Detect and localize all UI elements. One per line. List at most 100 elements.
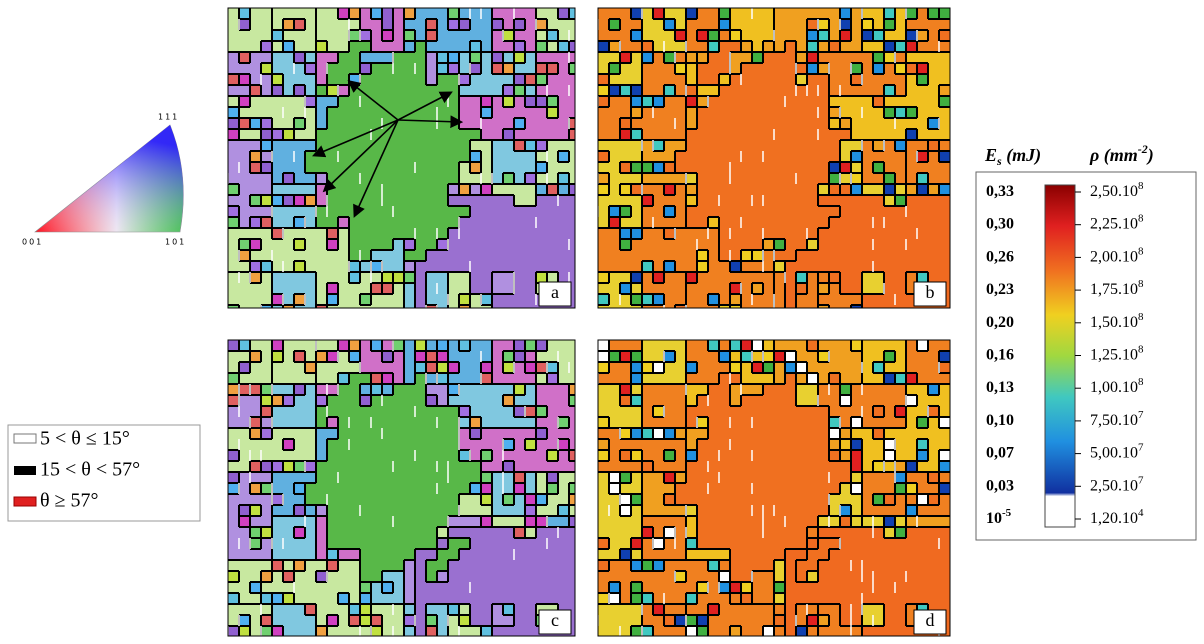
map-cell xyxy=(536,41,547,52)
map-cell xyxy=(686,118,697,129)
map-cell xyxy=(774,239,785,250)
map-cell xyxy=(620,173,631,184)
map-cell xyxy=(653,250,664,261)
map-cell xyxy=(481,151,492,162)
map-cell xyxy=(829,151,840,162)
map-cell xyxy=(349,228,360,239)
map-cell xyxy=(536,8,547,19)
map-cell xyxy=(239,340,250,351)
map-cell xyxy=(426,19,437,30)
map-cell xyxy=(239,118,250,129)
map-cell xyxy=(774,118,785,129)
map-cell xyxy=(569,351,575,362)
map-cell xyxy=(272,527,283,538)
map-cell xyxy=(261,250,272,261)
map-cell xyxy=(272,373,283,384)
map-cell xyxy=(327,96,338,107)
map-cell xyxy=(536,472,547,483)
map-cell xyxy=(426,560,437,571)
map-cell xyxy=(470,8,481,19)
map-cell xyxy=(404,228,415,239)
map-cell xyxy=(620,162,631,173)
map-cell xyxy=(752,41,763,52)
map-cell xyxy=(426,527,437,538)
map-cell xyxy=(895,228,906,239)
map-cell xyxy=(928,41,939,52)
map-cell xyxy=(503,505,514,516)
map-cell xyxy=(536,30,547,41)
map-cell xyxy=(338,483,349,494)
map-cell xyxy=(697,195,708,206)
map-cell xyxy=(653,261,664,272)
map-cell xyxy=(906,41,917,52)
map-cell xyxy=(642,41,653,52)
map-cell xyxy=(697,85,708,96)
map-cell xyxy=(536,395,547,406)
map-cell xyxy=(470,162,481,173)
map-cell xyxy=(437,450,448,461)
map-cell xyxy=(404,373,415,384)
map-cell xyxy=(371,571,382,582)
map-cell xyxy=(697,283,708,294)
map-cell xyxy=(829,129,840,140)
map-cell xyxy=(239,351,250,362)
map-cell xyxy=(492,294,503,305)
map-cell xyxy=(492,351,503,362)
map-cell xyxy=(470,96,481,107)
map-cell xyxy=(283,582,294,593)
map-cell xyxy=(338,516,349,527)
map-cell xyxy=(514,294,525,305)
map-cell xyxy=(250,615,261,626)
map-cell xyxy=(829,217,840,228)
map-cell xyxy=(763,239,774,250)
map-cell xyxy=(239,129,250,140)
map-cell xyxy=(250,63,261,74)
map-cell xyxy=(316,604,327,615)
map-cell xyxy=(338,494,349,505)
map-cell xyxy=(327,516,338,527)
map-cell xyxy=(349,283,360,294)
map-cell xyxy=(360,118,371,129)
map-cell xyxy=(492,538,503,549)
map-cell xyxy=(448,8,459,19)
map-cell xyxy=(763,294,774,305)
map-cell xyxy=(884,96,895,107)
map-cell xyxy=(774,52,785,63)
map-cell xyxy=(547,52,558,63)
map-cell xyxy=(415,615,426,626)
map-cell xyxy=(569,261,575,272)
map-cell xyxy=(686,239,697,250)
map-cell xyxy=(829,272,840,283)
map-cell xyxy=(525,129,536,140)
map-cell xyxy=(360,406,371,417)
map-cell xyxy=(371,604,382,615)
map-cell xyxy=(503,118,514,129)
map-cell xyxy=(807,217,818,228)
map-cell xyxy=(426,85,437,96)
map-cell xyxy=(360,527,371,538)
map-cell xyxy=(730,52,741,63)
map-cell xyxy=(360,450,371,461)
map-cell xyxy=(840,184,851,195)
map-cell xyxy=(228,118,239,129)
map-cell xyxy=(514,395,525,406)
map-cell xyxy=(261,30,272,41)
map-cell xyxy=(327,494,338,505)
map-cell xyxy=(393,228,404,239)
boundary-legend: 5 < θ ≤ 15° 15 < θ < 57° θ ≥ 57° xyxy=(8,425,200,521)
map-cell xyxy=(404,206,415,217)
map-cell xyxy=(250,239,261,250)
map-cell xyxy=(686,19,697,30)
map-cell xyxy=(609,41,620,52)
map-cell xyxy=(448,604,459,615)
map-cell xyxy=(360,283,371,294)
map-cell xyxy=(371,217,382,228)
map-cell xyxy=(547,516,558,527)
map-cell xyxy=(239,173,250,184)
map-cell xyxy=(873,272,884,283)
map-cell xyxy=(785,85,796,96)
map-cell xyxy=(327,450,338,461)
map-cell xyxy=(338,428,349,439)
map-cell xyxy=(675,96,686,107)
map-cell xyxy=(404,450,415,461)
